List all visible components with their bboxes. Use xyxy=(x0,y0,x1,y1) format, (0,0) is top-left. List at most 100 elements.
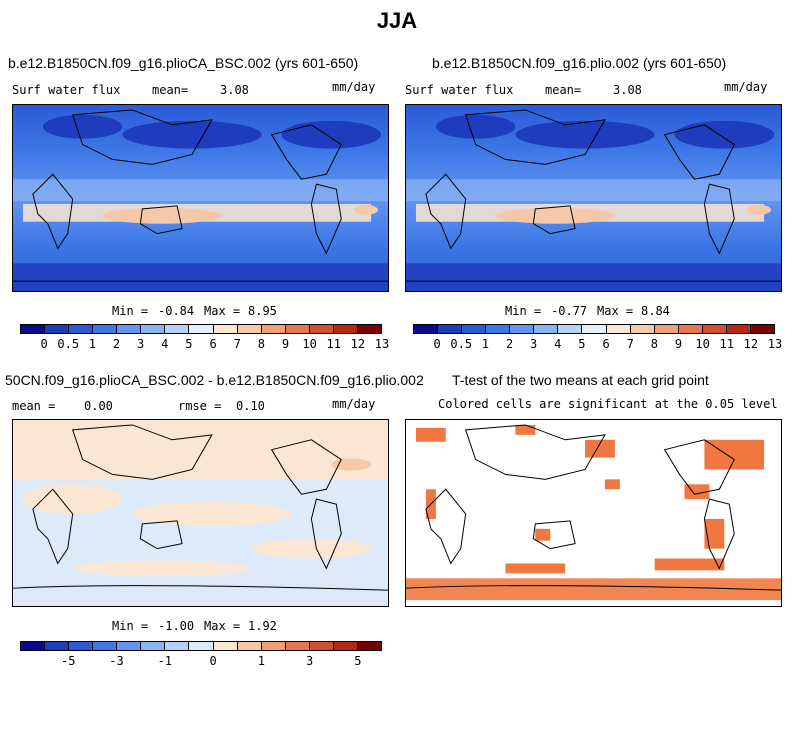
colorbar-box xyxy=(237,642,262,650)
colorbar-box xyxy=(117,642,142,650)
panel3-colorbar xyxy=(20,641,382,651)
colorbar-box xyxy=(534,325,559,333)
colorbar-tick-label: 9 xyxy=(674,337,683,351)
colorbar-box xyxy=(750,325,774,333)
colorbar-tick-label: 1 xyxy=(257,654,265,668)
colorbar-tick-label: 2 xyxy=(112,337,121,351)
colorbar-tick-label: 3 xyxy=(137,337,145,351)
panel3-max-label: Max = xyxy=(204,619,241,633)
panel1-min-label: Min = xyxy=(112,304,149,318)
panel1-mean-label: mean= xyxy=(152,83,189,97)
colorbar-tick-label: 5 xyxy=(578,337,586,351)
panel2-variable: Surf water flux xyxy=(405,83,514,97)
panel3-max-value: 1.92 xyxy=(248,619,277,633)
colorbar-tick-label: 0.5 xyxy=(57,337,80,351)
colorbar-box xyxy=(462,325,487,333)
colorbar-box xyxy=(558,325,583,333)
panel1-max-label: Max = xyxy=(204,304,241,318)
panel1-variable: Surf water flux xyxy=(12,83,121,97)
panel4-map xyxy=(405,419,782,607)
colorbar-box xyxy=(357,325,381,333)
colorbar-tick-label: 8 xyxy=(650,337,658,351)
colorbar-tick-label: -5 xyxy=(61,654,76,668)
colorbar-tick-label: 4 xyxy=(161,337,169,351)
colorbar-box xyxy=(45,325,70,333)
colorbar-tick-label: 1 xyxy=(481,337,490,351)
colorbar-tick-label: 0 xyxy=(433,337,441,351)
panel2-min-value: -0.77 xyxy=(551,304,588,318)
colorbar-box xyxy=(285,325,310,333)
panel2-max-value: 8.84 xyxy=(641,304,670,318)
panel4-title: T-test of the two means at each grid poi… xyxy=(452,372,709,388)
panel1-map xyxy=(12,104,389,292)
colorbar-tick-label: 0.5 xyxy=(450,337,473,351)
colorbar-box xyxy=(141,642,166,650)
colorbar-box xyxy=(213,325,238,333)
colorbar-box xyxy=(309,325,334,333)
panel2-units: mm/day xyxy=(724,80,768,94)
colorbar-box xyxy=(165,325,190,333)
colorbar-box xyxy=(21,325,46,333)
colorbar-box xyxy=(309,642,334,650)
colorbar-box xyxy=(285,642,310,650)
colorbar-tick-label: 7 xyxy=(233,337,241,351)
panel2-map-graphic xyxy=(406,105,781,291)
panel1-mean-value: 3.08 xyxy=(220,83,249,97)
colorbar-tick-label: 0 xyxy=(40,337,48,351)
colorbar-tick-label: -3 xyxy=(109,654,124,668)
panel3-title: 50CN.f09_g16.plioCA_BSC.002 - b.e12.B185… xyxy=(5,372,424,388)
panel3-map-graphic xyxy=(13,420,388,606)
panel2-mean-value: 3.08 xyxy=(613,83,642,97)
colorbar-box xyxy=(141,325,166,333)
panel2-max-label: Max = xyxy=(597,304,634,318)
panel4-subtitle: Colored cells are significant at the 0.0… xyxy=(438,397,778,411)
colorbar-box xyxy=(654,325,679,333)
colorbar-tick-label: 0 xyxy=(209,654,217,668)
panel1-map-graphic xyxy=(13,105,388,291)
colorbar-box xyxy=(93,642,118,650)
colorbar-box xyxy=(702,325,727,333)
colorbar-box xyxy=(93,325,118,333)
colorbar-box xyxy=(261,325,286,333)
colorbar-tick-label: 12 xyxy=(743,337,759,351)
colorbar-box xyxy=(414,325,439,333)
colorbar-box xyxy=(117,325,142,333)
colorbar-tick-label: 10 xyxy=(695,337,710,351)
colorbar-box xyxy=(606,325,631,333)
colorbar-tick-label: 8 xyxy=(257,337,265,351)
colorbar-tick-label: 3 xyxy=(530,337,538,351)
colorbar-box xyxy=(486,325,511,333)
panel3-rmse-label: rmse = xyxy=(178,399,222,413)
colorbar-tick-label: 1 xyxy=(88,337,97,351)
colorbar-tick-label: 5 xyxy=(354,654,362,668)
colorbar-box xyxy=(237,325,262,333)
panel1-title: b.e12.B1850CN.f09_g16.plioCA_BSC.002 (yr… xyxy=(8,55,359,71)
colorbar-box xyxy=(69,325,94,333)
colorbar-box xyxy=(333,642,358,650)
panel2-mean-label: mean= xyxy=(545,83,582,97)
colorbar-box xyxy=(165,642,190,650)
colorbar-tick-label: 6 xyxy=(602,337,610,351)
colorbar-box xyxy=(189,642,214,650)
colorbar-tick-label: 5 xyxy=(185,337,193,351)
panel3-units: mm/day xyxy=(332,397,376,411)
panel2-title: b.e12.B1850CN.f09_g16.plio.002 (yrs 601-… xyxy=(432,55,727,71)
colorbar-box xyxy=(438,325,463,333)
colorbar-box xyxy=(45,642,70,650)
panel1-units: mm/day xyxy=(332,80,376,94)
panel3-mean-value: 0.00 xyxy=(84,399,113,413)
colorbar-box xyxy=(357,642,381,650)
panel3-min-label: Min = xyxy=(112,619,149,633)
colorbar-tick-label: 11 xyxy=(719,337,734,351)
panel1-max-value: 8.95 xyxy=(248,304,277,318)
panel2-map xyxy=(405,104,782,292)
panel1-min-value: -0.84 xyxy=(158,304,195,318)
panel3-map xyxy=(12,419,389,607)
colorbar-tick-label: 3 xyxy=(305,654,314,668)
colorbar-box xyxy=(21,642,46,650)
colorbar-box xyxy=(582,325,607,333)
colorbar-tick-label: 9 xyxy=(281,337,290,351)
colorbar-tick-label: 10 xyxy=(302,337,317,351)
colorbar-box xyxy=(726,325,751,333)
colorbar-box xyxy=(510,325,535,333)
